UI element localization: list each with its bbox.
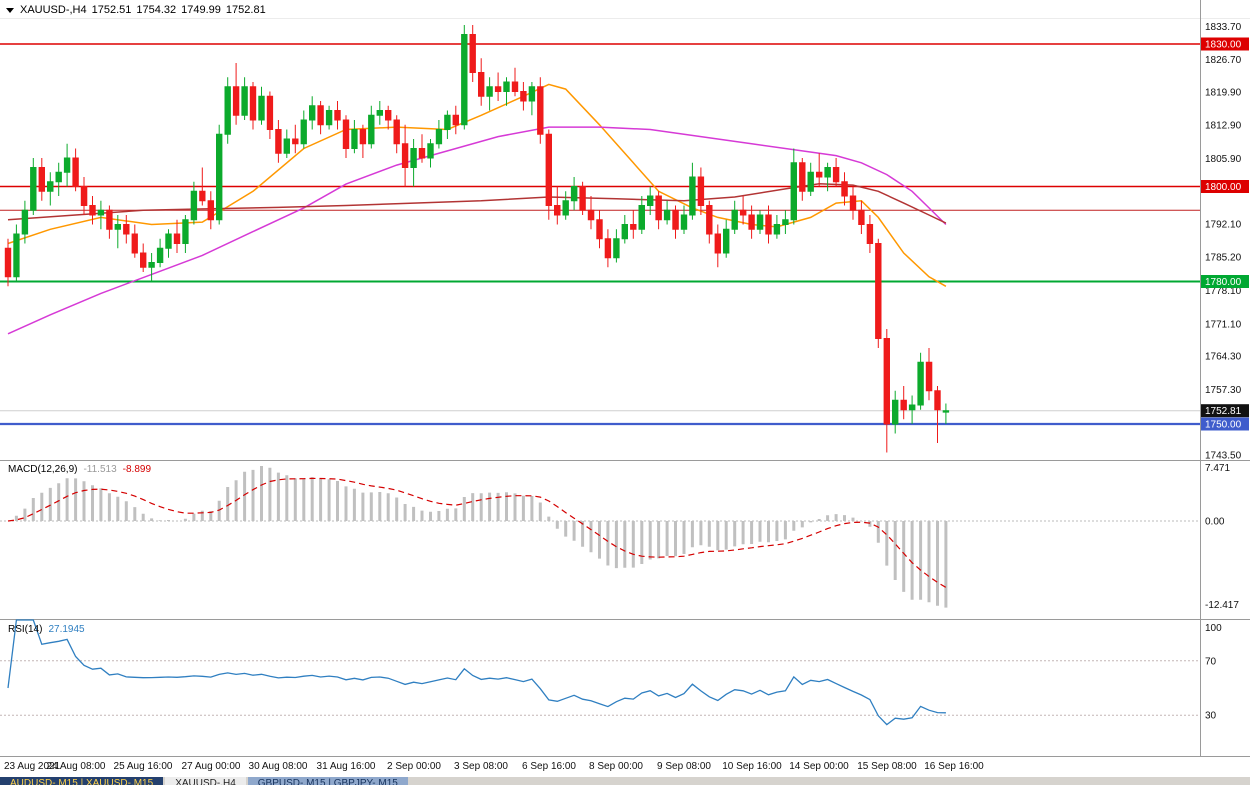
time-axis-label: 23 Aug 2021 [4,761,61,772]
symbol-timeframe-label: XAUUSD-,H4 [20,4,87,16]
chart-tab[interactable]: GBPUSD-,M15 | GBPJPY-,M15 [247,777,408,785]
macd-main-value: -11.513 [83,464,117,475]
level-1800-badge-text: 1800.00 [1205,182,1242,193]
price-scale[interactable]: 1833.70 1826.70 1819.90 1812.90 1805.90 1792.… [1201,22,1249,462]
ohlc-high: 1754.32 [136,4,177,16]
time-axis-label: 16 Sep 16:00 [924,761,984,772]
price-axis-label: 1757.30 [1205,385,1242,396]
level-1750-badge-text: 1750.00 [1205,420,1242,431]
chart-tab-active[interactable]: XAUUSD-,H4 [165,777,246,785]
price-axis-label: 1792.10 [1205,220,1242,231]
time-axis-label: 25 Aug 16:00 [114,761,173,772]
price-panel [0,25,1200,453]
price-axis-label: 1812.90 [1205,121,1242,132]
time-axis-label: 15 Sep 08:00 [857,761,917,772]
macd-signal-value: -8.899 [122,464,152,475]
price-axis-label: 1771.10 [1205,319,1242,330]
level-1780-badge [1201,275,1249,288]
price-axis-label: 1743.50 [1205,450,1242,461]
level-1750-badge [1201,417,1249,431]
macd-histogram [14,466,948,608]
macd-name: MACD(12,26,9) [8,464,78,475]
bear-candle-wicks [7,25,938,453]
bull-candle-bodies [13,34,950,425]
time-axis-label: 8 Sep 00:00 [589,761,643,772]
time-axis-label: 14 Sep 00:00 [789,761,849,772]
rsi-name: RSI(14) [8,624,43,635]
time-axis-label: 31 Aug 16:00 [317,761,376,772]
macd-axis-label: 0.00 [1205,517,1225,528]
rsi-axis-label: 100 [1205,623,1222,634]
ohlc-low: 1749.99 [181,4,221,16]
time-axis-label: 30 Aug 08:00 [249,761,308,772]
ma-slow-magenta [7,126,947,335]
time-axis-label: 10 Sep 16:00 [722,761,782,772]
time-axis-label: 6 Sep 16:00 [522,761,576,772]
macd-axis-label: -12.417 [1205,600,1239,611]
price-axis-label: 1826.70 [1205,55,1242,66]
level-1830-badge-text: 1830.00 [1205,40,1242,51]
price-axis-label: 1785.20 [1205,252,1242,263]
time-axis-label: 2 Sep 00:00 [387,761,441,772]
time-axis-label: 9 Sep 08:00 [657,761,711,772]
macd-indicator-label: MACD(12,26,9) -11.513 -8.899 [8,464,151,475]
price-axis-label: 1764.30 [1205,352,1242,363]
rsi-panel: 100 70 30 [0,619,1222,726]
price-axis-label: 1833.70 [1205,22,1242,33]
time-axis-label: 3 Sep 08:00 [454,761,508,772]
level-1800-badge [1201,180,1249,193]
bear-candle-bodies [4,34,941,425]
ohlc-close: 1752.81 [225,4,266,16]
symbol-dropdown-icon[interactable] [6,7,14,13]
macd-signal-line [7,477,947,588]
rsi-axis-label: 70 [1205,656,1217,667]
rsi-indicator-label: RSI(14) 27.1945 [8,624,85,635]
price-axis-label: 1778.10 [1205,286,1242,297]
chart-tabs-bar: AUDUSD-,M15 | XAUUSD-,M15 XAUUSD-,H4 GBP… [0,777,1250,785]
time-axis-label: 24 Aug 08:00 [47,761,106,772]
chart-tab[interactable]: AUDUSD-,M15 | XAUUSD-,M15 [0,777,164,785]
ohlc-open: 1752.51 [91,4,132,16]
rsi-line [7,619,946,726]
chart-frame [0,0,1250,757]
price-axis-label: 1805.90 [1205,154,1242,165]
chart-title: XAUUSD-,H4 1752.51 1754.32 1749.99 1752.… [6,4,266,16]
macd-panel: 7.471 0.00 -12.417 [0,463,1239,611]
current-price-badge-text: 1752.81 [1205,406,1242,417]
current-price-badge [1201,404,1249,418]
rsi-value: 27.1945 [48,624,85,635]
level-1830-badge [1201,37,1249,51]
time-axis-label: 27 Aug 00:00 [182,761,241,772]
rsi-axis-label: 30 [1205,711,1217,722]
macd-axis-label: 7.471 [1205,463,1230,474]
ma-fast-orange [7,83,947,287]
level-1780-badge-text: 1780.00 [1205,277,1242,288]
price-axis-label: 1819.90 [1205,88,1242,99]
